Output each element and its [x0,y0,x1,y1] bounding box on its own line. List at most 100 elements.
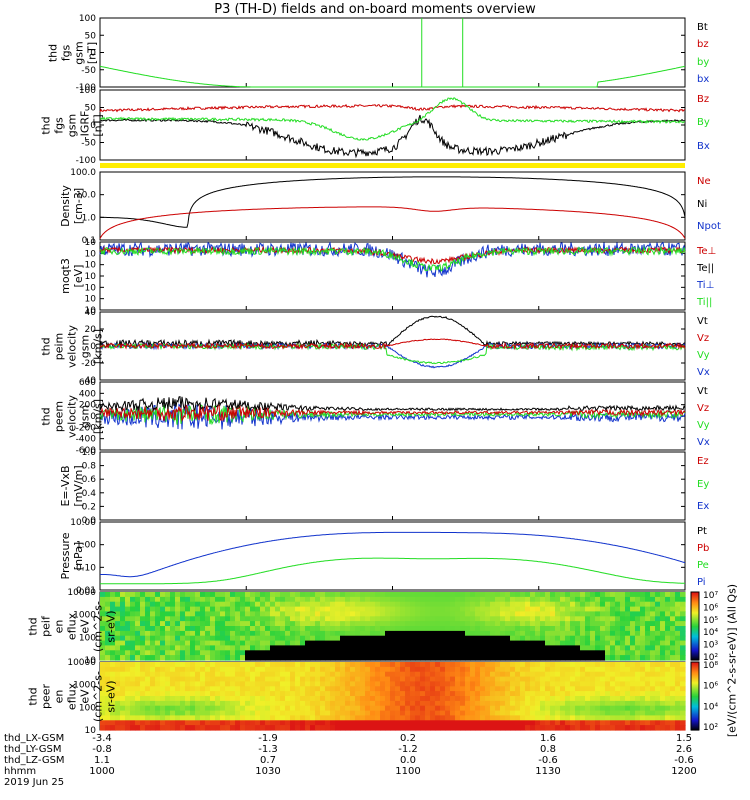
footer-value: 1.6 [540,733,556,744]
y-tick-label-p9: 10 [85,656,97,666]
series-Bx [99,114,686,159]
series-Pe [100,557,685,585]
series-peem-Vz [99,403,686,422]
y-tick-label-p4: 10 [85,295,97,305]
y-tick-label-p7: 0.8 [82,462,97,472]
series-peem-Vt [99,395,686,413]
footer-value: -0.6 [538,755,558,766]
footer-date: 2019 Jun 25 [4,777,65,788]
axis-label-p2: thd fgs gsm -IGRF [nT] [39,110,105,140]
y-tick-label-p8: 0.10 [76,563,96,573]
y-tick-label-p5: -40 [81,376,96,386]
y-tick-label-p5: 40 [85,308,97,318]
legend-p1-by: by [697,56,710,68]
axis-label-p3: Density [cm-3] [59,185,85,227]
y-tick-label-p2: -100 [76,156,97,166]
colorbar-peif-tick: 10² [703,653,718,663]
footer-value: 2.6 [676,744,692,755]
legend-p1-bz: bz [697,39,709,51]
y-tick-label-p7: 0.0 [82,516,97,526]
y-tick-label-p1: -50 [81,66,96,76]
series-by [99,65,686,88]
y-tick-label-p1: 0 [90,49,96,59]
colorbar-peif [691,592,699,661]
legend-p4-Te⊥: Te⊥ [697,246,717,257]
legend-p7-Ez: Ez [697,456,709,467]
colorbar-peif-tick: 10⁵ [703,616,718,626]
colorbar-peif-frame [690,591,700,661]
y-tick-label-p4: 10 [85,283,97,293]
colorbar-peif-tick: 10⁶ [703,603,718,613]
footer-value: -1.3 [258,744,278,755]
series-peim-Vt [99,315,686,349]
legend-p4-Te||: Te|| [697,263,715,274]
y-tick-label-p4: 10 [85,249,97,259]
legend-p6-Vx: Vx [697,437,710,448]
y-tick-label-p5: 20 [85,325,97,335]
legend-p7-Ex: Ex [697,501,710,513]
footer-value: 0.7 [260,755,276,766]
axis-label-p1: thd fgs gsm [nT] [46,40,98,65]
y-tick-label-p6: 600 [79,378,96,388]
colorbar-peer-tick: 10⁸ [703,661,718,671]
y-tick-label-p5: -20 [81,359,96,369]
legend-p6-Vt: Vt [697,386,708,397]
legend-p8-Pe: Pe [697,560,709,571]
legend-p8-Pb: Pb [697,543,710,554]
y-tick-label-p9: 10000 [67,588,96,598]
series-peim-Vz [99,338,686,351]
footer-value: 0.2 [400,733,416,744]
y-tick-label-p1: -100 [76,83,97,93]
y-tick-label-p8: 1.00 [76,541,96,551]
y-tick-label-p1: 50 [85,31,97,41]
colorbar-peer [691,662,699,731]
y-tick-label-p6: -200 [76,423,97,433]
legend-p4-Ti||: Ti|| [697,297,713,308]
y-tick-label-p3: 1.0 [82,213,97,223]
y-tick-label-p8: 10.00 [70,518,96,528]
y-tick-label-p4: 10 [85,272,97,282]
y-tick-label-p10: 10000 [67,658,96,668]
footer-value: 1200 [671,766,697,777]
panel-frame-p1 [99,17,686,88]
y-tick-label-p3: 10.0 [76,191,96,201]
legend-p2-Bx: Bx [697,140,710,152]
series-Bz [99,103,686,113]
y-tick-label-p10: 1000 [73,681,96,691]
legend-p1-Bt: Bt [697,22,708,33]
legend-p6-Vz: Vz [697,403,710,414]
footer-row-name: thd_LX-GSM [4,733,65,744]
colorbar-label: [eV/(cm^2-s-sr-eV)] (All Qs) [725,583,739,738]
axis-label-p7: E=-VxB [mV/m] [59,465,85,507]
spectrogram-peer [100,662,686,731]
footer-row-name: hhmm [4,766,37,777]
y-tick-label-p6: 400 [79,389,96,399]
legend-p2-Bz: Bz [697,94,710,105]
footer-value: -1.2 [398,744,418,755]
y-tick-label-p6: 0 [90,412,96,422]
footer-value: -0.8 [92,744,112,755]
y-tick-label-p3: 0.1 [82,236,96,246]
axis-label-p9: thd peif en eflux eV (cm^2-s- sr-eV) [26,600,118,652]
y-tick-label-p6: -400 [76,435,97,445]
legend-p8-Pt: Pt [697,526,707,537]
colorbar-peer-tick: 10² [703,723,718,733]
colorbar-peif-tick: 10³ [703,641,718,651]
legend-p5-Vt: Vt [697,316,708,327]
y-tick-label-p7: 1.0 [82,448,97,458]
axis-label-p4: moqt3 [eV] [59,258,85,294]
legend-p3-Npot: Npot [697,221,721,233]
footer-value: -3.4 [92,733,112,744]
series-Ti-perp [99,241,686,278]
legend-p1-bx: bx [697,73,710,85]
legend-p3-Ni: Ni [697,198,708,210]
y-tick-label-p7: 0.2 [82,502,96,512]
spectrogram-peif [100,592,686,661]
series-Pi [99,531,686,578]
legend-p5-Vx: Vx [697,367,710,378]
y-tick-label-p7: 0.4 [82,489,97,499]
legend-p6-Vy: Vy [697,420,710,431]
footer-value: 1130 [535,766,561,777]
colorbar-peif-tick: 10⁷ [703,591,718,601]
legend-p7-Ey: Ey [697,478,710,490]
